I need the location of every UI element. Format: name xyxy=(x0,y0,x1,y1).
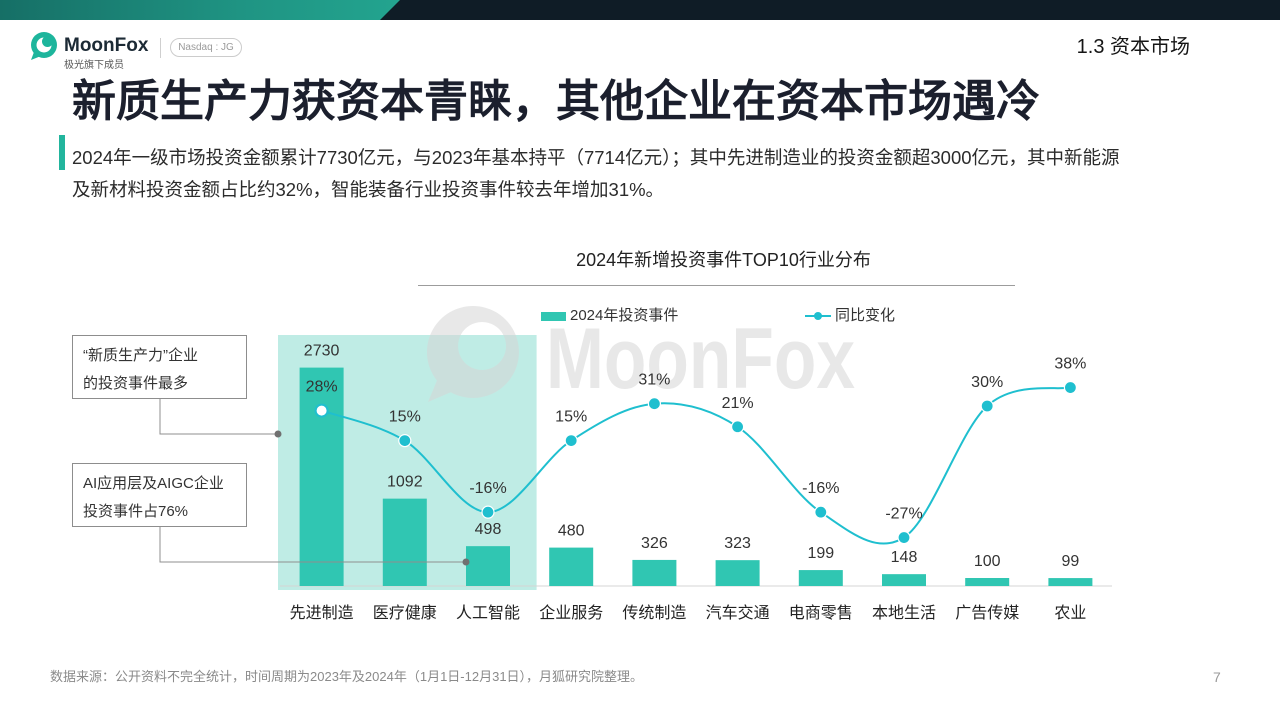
brand-divider xyxy=(160,38,161,58)
bar xyxy=(632,559,677,586)
labels-layer: 2730 先进制造 1092 医疗健康 498 人工智能 480 企业服务 326 传统制造 323… xyxy=(290,343,1087,622)
bar xyxy=(965,578,1010,586)
yoy-change-line xyxy=(321,386,1071,545)
bar xyxy=(1048,578,1093,586)
bar xyxy=(715,560,760,586)
line-value-label: 15% xyxy=(555,409,587,426)
bar-value-label: 2730 xyxy=(304,343,340,360)
logo-bubble-tail xyxy=(31,52,41,60)
watermark-logo-icon xyxy=(426,306,519,398)
x-tick-label: 汽车交通 xyxy=(706,604,770,622)
bar-value-label: 480 xyxy=(558,523,585,540)
x-tick-label: 农业 xyxy=(1054,604,1086,622)
bar xyxy=(549,547,594,586)
callout-leader-line xyxy=(159,399,278,435)
bar-value-label: 1092 xyxy=(387,474,423,491)
x-tick-label: 广告传媒 xyxy=(955,604,1019,622)
legend-label-bar: 2024年投资事件 xyxy=(570,307,679,324)
watermark-text: MoonFox xyxy=(546,311,855,407)
bar xyxy=(466,546,510,586)
line-point xyxy=(314,403,329,418)
summary-accent-bar xyxy=(59,135,65,170)
line-value-label: 15% xyxy=(389,409,421,426)
line-value-label: -16% xyxy=(802,480,839,497)
ticker-badge: Nasdaq : JG xyxy=(170,38,242,57)
page-number: 7 xyxy=(1213,669,1221,685)
bar-value-label: 498 xyxy=(475,521,502,538)
logo-moon-cut xyxy=(42,36,53,47)
x-tick-label: 先进制造 xyxy=(290,604,354,622)
callout-line: 的投资事件最多 xyxy=(83,375,189,392)
line-layer xyxy=(314,380,1078,545)
bar-value-label: 148 xyxy=(891,549,918,566)
chart-title: 2024年新增投资事件TOP10行业分布 xyxy=(576,250,871,270)
line-point xyxy=(481,505,495,519)
line-point xyxy=(980,399,994,413)
x-tick-label: 本地生活 xyxy=(872,604,936,622)
x-tick-label: 电商零售 xyxy=(789,604,853,622)
line-point xyxy=(897,530,911,545)
bar xyxy=(798,570,843,586)
legend-bar-swatch xyxy=(541,312,566,321)
line-point xyxy=(564,434,578,448)
x-tick-label: 人工智能 xyxy=(456,604,520,622)
chart-title-underline xyxy=(418,285,1015,286)
bar-value-label: 326 xyxy=(641,535,668,552)
bar xyxy=(882,574,926,586)
line-value-label: 31% xyxy=(638,372,670,389)
bar xyxy=(382,498,427,586)
line-point xyxy=(1063,380,1078,395)
callout-line: 投资事件占76% xyxy=(83,503,189,520)
line-point xyxy=(814,505,828,519)
line-value-label: -27% xyxy=(885,506,922,523)
callout-new-productivity: “新质生产力”企业 的投资事件最多 xyxy=(72,335,247,399)
summary-line: 2024年一级市场投资金额累计7730亿元，与2023年基本持平（7714亿元）… xyxy=(72,147,1120,168)
bar-value-label: 323 xyxy=(724,535,751,552)
bar-value-label: 199 xyxy=(807,545,834,562)
legend-label-line: 同比变化 xyxy=(835,307,896,324)
watermark: MoonFox xyxy=(426,306,855,407)
moonfox-logo-icon xyxy=(31,32,57,60)
x-tick-label: 医疗健康 xyxy=(373,604,437,622)
summary-line: 及新材料投资金额占比约32%，智能装备行业投资事件较去年增加31%。 xyxy=(72,179,665,200)
brand-name: MoonFox xyxy=(64,35,149,56)
x-tick-label: 传统制造 xyxy=(622,604,686,622)
callout-line: “新质生产力”企业 xyxy=(83,347,198,364)
bar-value-label: 99 xyxy=(1062,553,1080,570)
summary-text: 2024年一级市场投资金额累计7730亿元，与2023年基本持平（7714亿元）… xyxy=(72,142,1120,206)
line-value-label: 21% xyxy=(722,395,754,412)
bar xyxy=(299,367,344,586)
callout-leader-dot xyxy=(274,430,282,438)
brand-tagline: 极光旗下成员 xyxy=(64,60,124,71)
callout-leader-line xyxy=(159,527,466,563)
page-title: 新质生产力获资本青睐，其他企业在资本市场遇冷 xyxy=(72,77,1040,126)
top-banner xyxy=(0,0,1280,20)
line-value-label: -16% xyxy=(469,480,506,497)
legend-line-dot xyxy=(814,312,822,320)
line-point xyxy=(730,420,745,434)
legend-line-swatch xyxy=(805,312,831,320)
watermark-logo-tail xyxy=(428,378,456,402)
callout-leader-dot xyxy=(462,558,470,566)
callout-ai-aigc: AI应用层及AIGC企业 投资事件占76% xyxy=(72,463,247,527)
line-point xyxy=(398,434,412,448)
line-value-label: 30% xyxy=(971,374,1003,391)
line-value-label: 28% xyxy=(306,379,338,396)
line-value-label: 38% xyxy=(1054,356,1086,373)
callout-line: AI应用层及AIGC企业 xyxy=(83,475,224,492)
line-point xyxy=(647,397,662,411)
callout-leader-layer xyxy=(159,399,470,566)
bar-value-label: 100 xyxy=(974,553,1001,570)
top-banner-accent xyxy=(0,0,400,20)
data-source-note: 数据来源：公开资料不完全统计，时间周期为2023年及2024年（1月1日-12月… xyxy=(50,669,644,684)
section-label: 1.3 资本市场 xyxy=(1076,36,1190,58)
x-tick-label: 企业服务 xyxy=(539,604,603,622)
